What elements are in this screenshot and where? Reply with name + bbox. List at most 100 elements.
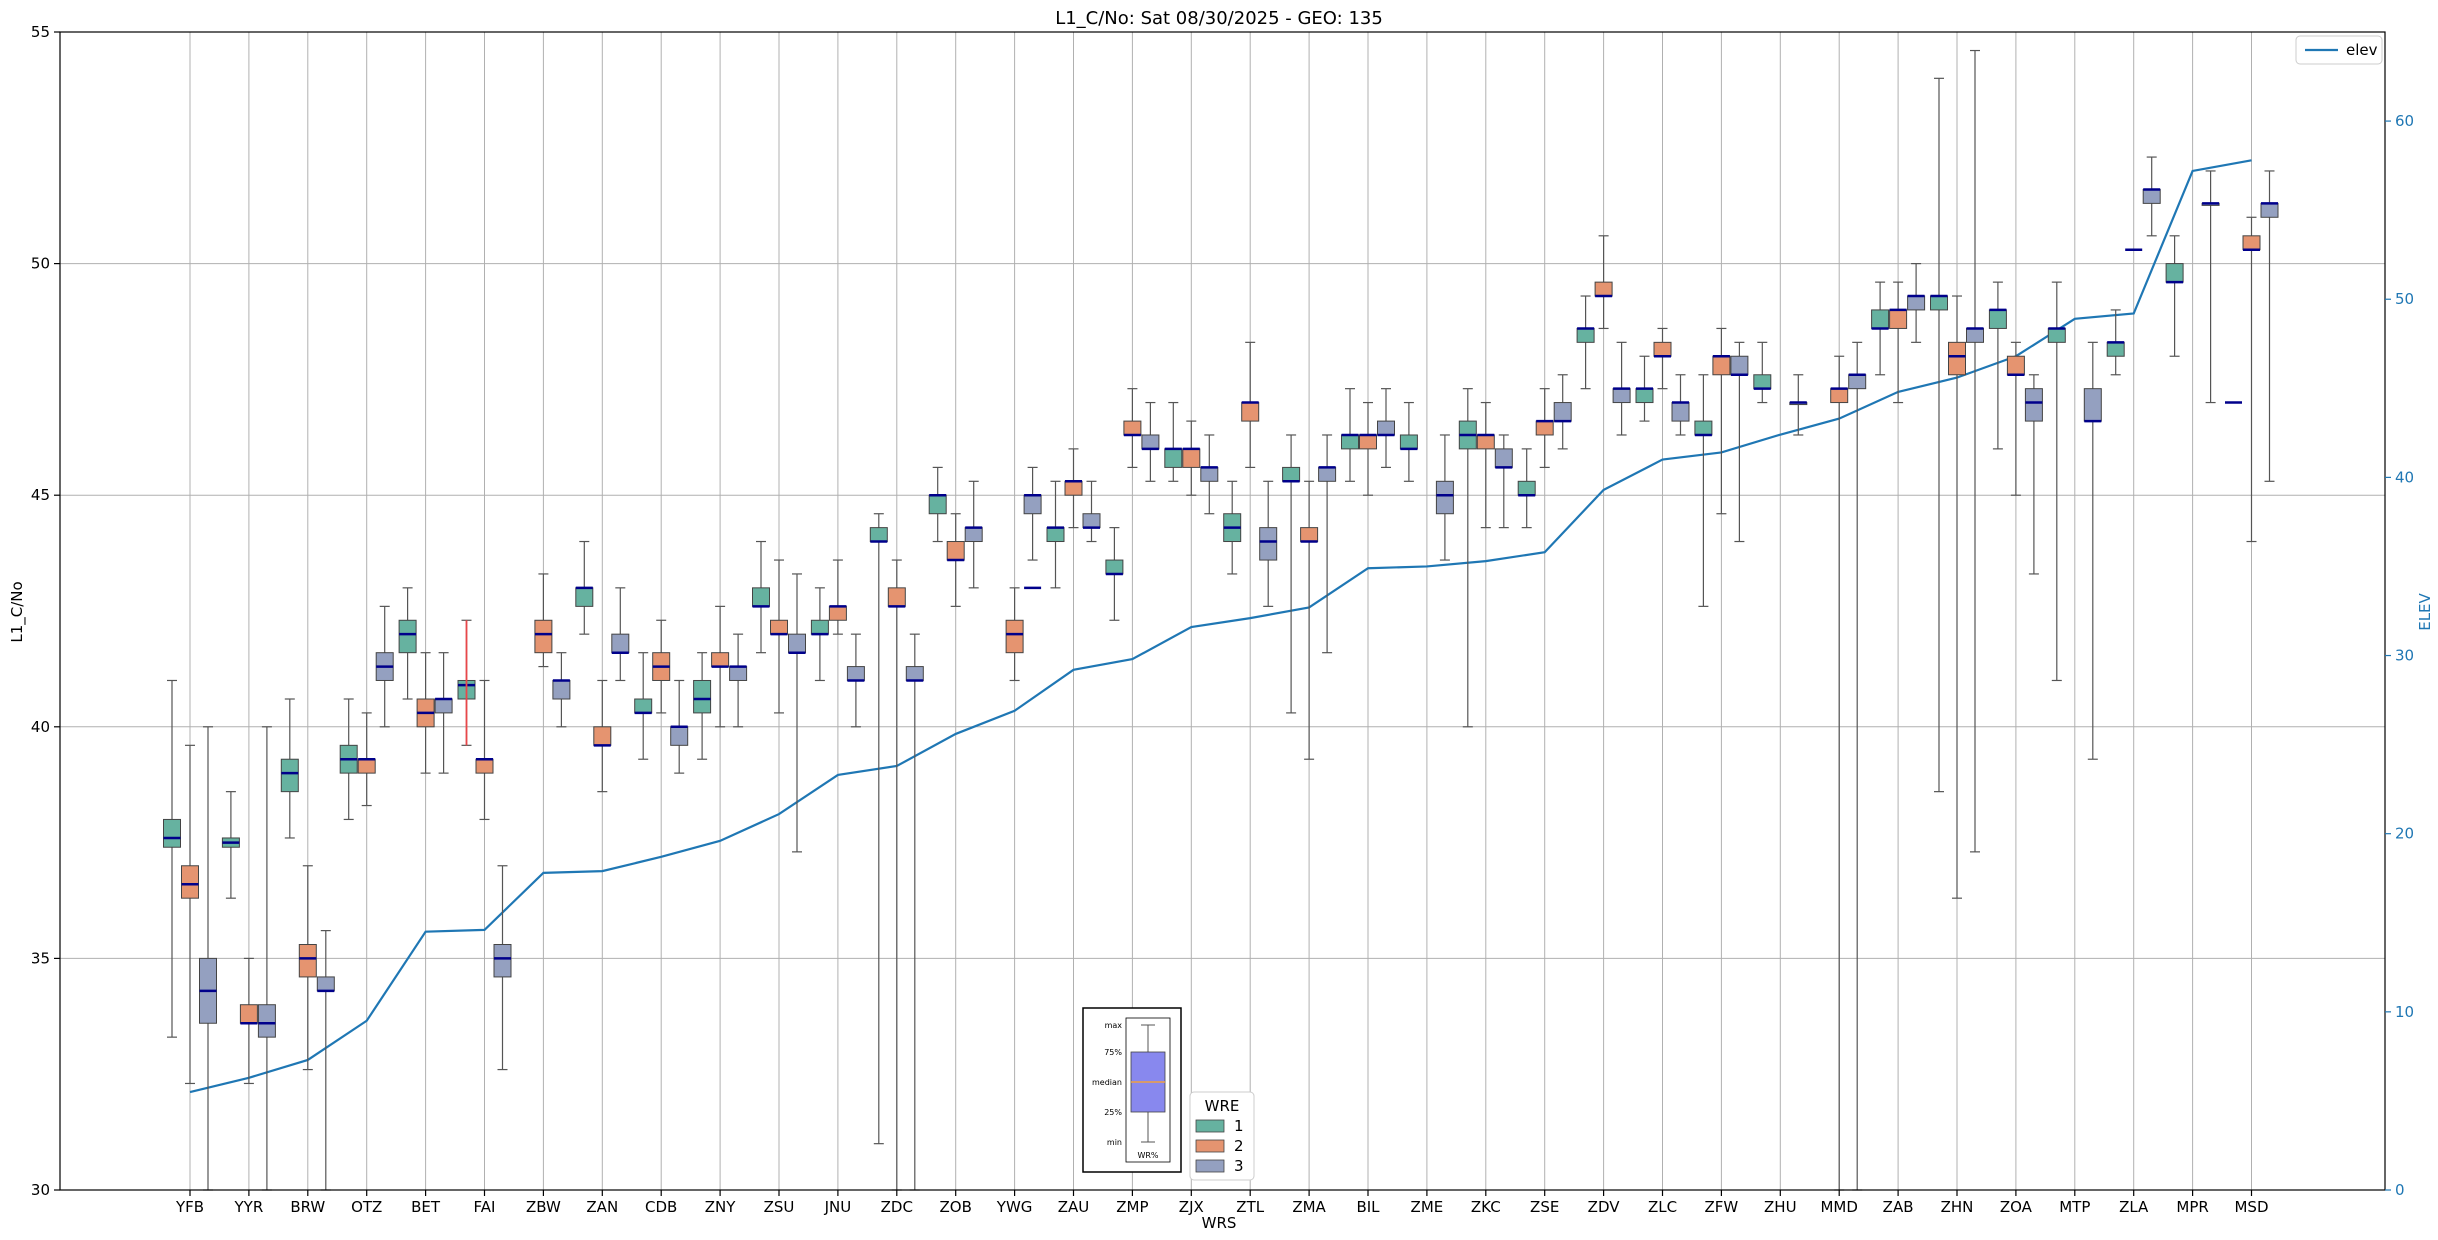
- box-wre-2: [711, 652, 730, 668]
- box-wre-3: [1200, 466, 1219, 482]
- y-right-tick-label: 50: [2395, 290, 2414, 308]
- box-wre-3: [1612, 388, 1631, 404]
- box-wre-1: [693, 679, 712, 714]
- x-tick-label: ZHN: [1941, 1198, 1974, 1216]
- x-tick-label: ZSE: [1530, 1198, 1559, 1216]
- x-tick-label: JNU: [824, 1198, 852, 1216]
- y-tick-label: 50: [31, 255, 50, 273]
- wre-legend-title: WRE: [1205, 1097, 1240, 1115]
- x-tick-label: ZAB: [1883, 1198, 1914, 1216]
- box-wre-1: [2106, 341, 2125, 357]
- box-wre-3: [1318, 466, 1337, 482]
- box-wre-1: [928, 494, 947, 515]
- box-key-label-max: max: [1105, 1021, 1123, 1030]
- box-wre-1: [1988, 309, 2007, 329]
- box-wre-1: [575, 587, 594, 607]
- x-tick-label: ZLC: [1648, 1198, 1677, 1216]
- box-wre-1: [2047, 327, 2066, 343]
- box-wre-1: [869, 527, 888, 543]
- box-wre-2: [887, 587, 906, 607]
- box-wre-3: [1435, 480, 1454, 515]
- box-wre-2: [1123, 420, 1142, 436]
- wre-legend-label-2: 2: [1234, 1137, 1244, 1155]
- y-right-tick-label: 20: [2395, 825, 2414, 843]
- x-tick-label: ZTL: [1236, 1198, 1264, 1216]
- box-wre-1: [810, 619, 829, 635]
- elev-legend: elev: [2295, 35, 2383, 65]
- x-tick-label: ZOA: [2000, 1198, 2033, 1216]
- box-wre-2: [2006, 355, 2025, 376]
- box-wre-2: [593, 726, 612, 746]
- y-axis-right-label: ELEV: [2416, 592, 2434, 630]
- box-wre-1: [1694, 420, 1713, 436]
- x-tick-label: ZLA: [2119, 1198, 2149, 1216]
- box-key-label-min: min: [1107, 1138, 1122, 1147]
- wre-legend-swatch-3: [1195, 1159, 1225, 1173]
- box-wre-1: [2165, 263, 2184, 283]
- box-wre-1: [634, 698, 653, 714]
- x-tick-label: CDB: [645, 1198, 677, 1216]
- y-right-tick-label: 60: [2395, 112, 2414, 130]
- box-wre-3: [2024, 388, 2043, 422]
- y-tick-label: 55: [31, 23, 50, 41]
- elev-line: [189, 159, 2252, 1094]
- box-wre-2: [1476, 434, 1495, 450]
- x-tick-label: BET: [411, 1198, 441, 1216]
- y-tick-label: 30: [31, 1181, 50, 1199]
- box-wre-1: [163, 818, 181, 848]
- box-wre-1: [1517, 480, 1536, 496]
- box-wre-2: [1182, 448, 1201, 468]
- elev-legend-frame: [2295, 35, 2383, 65]
- wre-legend-swatch-2: [1195, 1139, 1225, 1153]
- box-wre-3: [670, 726, 689, 746]
- box-wre-1: [1105, 559, 1124, 575]
- box-wre-2: [298, 944, 317, 978]
- box-wre-3: [434, 698, 453, 714]
- box-wre-3: [1259, 527, 1278, 561]
- box-wre-1: [1576, 327, 1595, 343]
- x-axis-label: WRS: [1202, 1214, 1237, 1232]
- box-wre-3: [788, 633, 806, 654]
- wre-legend: WRE 1 2 3: [1189, 1091, 1255, 1181]
- x-tick-label: ZMP: [1116, 1198, 1148, 1216]
- x-tick-label: MMD: [1820, 1198, 1857, 1216]
- box-wre-3: [729, 666, 748, 681]
- elevation-series: [189, 159, 2252, 1094]
- box-wre-3: [2260, 202, 2279, 218]
- x-tick-label: MSD: [2234, 1198, 2268, 1216]
- y-axis-label: L1_C/No: [8, 581, 27, 642]
- x-tick-label: ZKC: [1471, 1198, 1501, 1216]
- x-tick-label: ZFW: [1705, 1198, 1739, 1216]
- wre-legend-label-3: 3: [1234, 1157, 1244, 1175]
- box-wre-2: [1830, 388, 1849, 404]
- box-wre-2: [1712, 355, 1731, 376]
- x-tick-label: MTP: [2059, 1198, 2090, 1216]
- x-tick-label: MPR: [2176, 1198, 2208, 1216]
- x-tick-label: YWG: [996, 1198, 1033, 1216]
- box-wre-3: [2083, 388, 2102, 422]
- box-wre-2: [828, 605, 847, 621]
- y-right-tick-label: 10: [2395, 1003, 2414, 1021]
- box-wre-3: [611, 633, 630, 654]
- box-wre-2: [1653, 341, 1672, 357]
- plot-frame: [59, 31, 2386, 1191]
- box-wre-2: [1889, 309, 1908, 329]
- wre-legend-swatch-1: [1195, 1119, 1225, 1133]
- box-wre-2: [1300, 527, 1319, 543]
- x-tick-label: ZMA: [1292, 1198, 1326, 1216]
- box-wre-2: [357, 758, 376, 774]
- x-tick-label: ZJX: [1179, 1198, 1204, 1216]
- box-wre-3: [1141, 434, 1160, 450]
- wre-legend-label-1: 1: [1234, 1117, 1244, 1135]
- box-wre-3: [1730, 355, 1749, 376]
- box-wre-1: [1753, 374, 1772, 390]
- box-wre-3: [964, 527, 983, 543]
- x-tick-label: ZAU: [1058, 1198, 1090, 1216]
- x-tick-label: OTZ: [351, 1198, 382, 1216]
- box-wre-1: [1399, 434, 1418, 450]
- box-wre-1: [752, 587, 770, 607]
- box-wre-3: [1907, 295, 1926, 311]
- x-tick-label: ZHU: [1764, 1198, 1797, 1216]
- box-wre-2: [1359, 434, 1377, 450]
